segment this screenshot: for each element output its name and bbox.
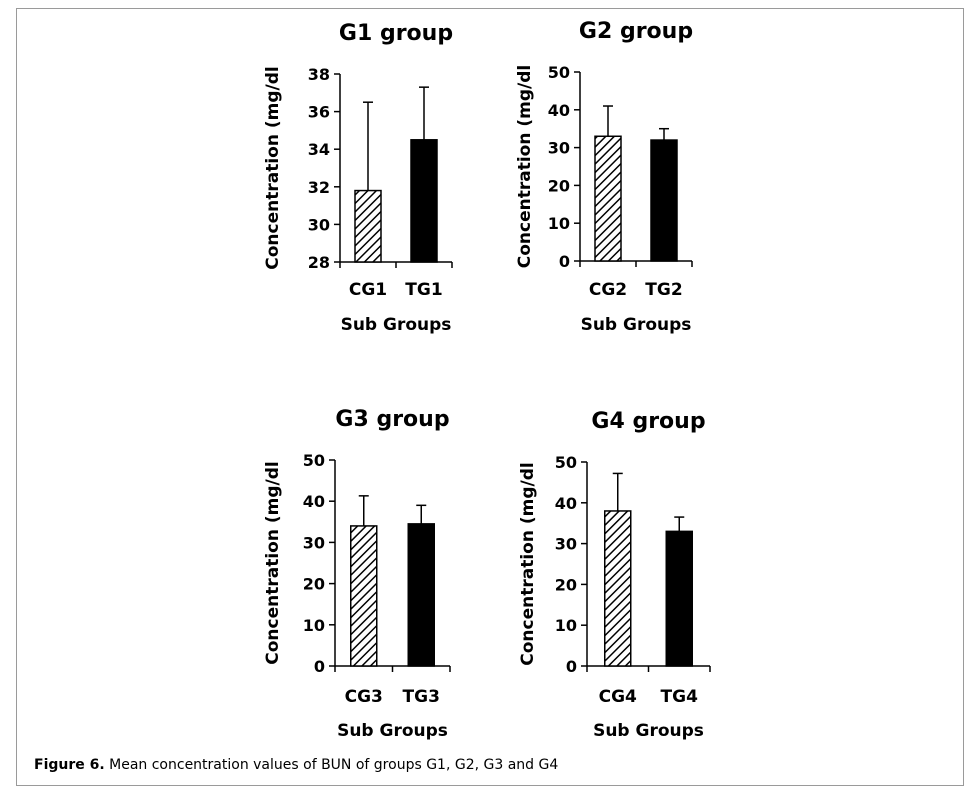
y-tick-label: 30 <box>548 139 570 158</box>
chart-g1: G1 group 28 30 32 34 36 38 CG1 TG1 Sub Groups Conc… <box>263 21 453 335</box>
chart-title: G1 group <box>339 21 453 46</box>
category-label: CG3 <box>345 687 383 707</box>
y-tick-label: 0 <box>559 252 570 271</box>
x-axis-label: Sub Groups <box>341 315 452 335</box>
y-tick-label: 34 <box>308 140 330 159</box>
bar-tg1 <box>410 139 438 263</box>
category-label: CG2 <box>589 280 627 300</box>
y-tick-label: 20 <box>548 176 570 195</box>
y-tick-label: 50 <box>548 63 570 82</box>
bar-cg2 <box>594 135 622 262</box>
chart-title: G3 group <box>335 407 449 432</box>
y-axis-label: Concentration (mg/dl <box>515 65 535 268</box>
bar-tg3 <box>407 523 435 667</box>
chart-g3: G3 group 0 10 20 30 40 50 CG3 TG3 Sub Groups Conce… <box>263 407 451 741</box>
x-axis-label: Sub Groups <box>593 721 704 741</box>
chart-g2: G2 group 0 10 20 30 40 50 CG2 TG2 Sub Groups Conce… <box>515 19 693 335</box>
y-tick-label: 38 <box>308 65 330 84</box>
bar-cg3 <box>350 525 378 667</box>
figure-caption: Figure 6. Mean concentration values of B… <box>34 757 558 773</box>
y-tick-label: 0 <box>566 657 577 676</box>
y-tick-label: 30 <box>303 533 325 552</box>
y-tick-label: 32 <box>308 178 330 197</box>
chart-g4: G4 group 0 10 20 30 40 50 CG4 TG4 Sub Groups Conce… <box>518 409 711 741</box>
y-tick-label: 40 <box>548 101 570 120</box>
category-label: TG2 <box>645 280 682 300</box>
chart-title: G4 group <box>591 409 705 434</box>
category-label: TG1 <box>405 280 442 300</box>
caption-label: Figure 6. <box>34 757 105 773</box>
y-tick-label: 20 <box>555 575 577 594</box>
bar-cg4 <box>604 510 632 667</box>
y-tick-label: 28 <box>308 253 330 272</box>
category-label: TG4 <box>661 687 699 707</box>
y-axis-label: Concentration (mg/dl <box>263 66 283 269</box>
y-tick-label: 10 <box>555 616 577 635</box>
y-axis-label: Concentration (mg/dl <box>518 462 538 665</box>
category-label: CG1 <box>349 280 387 300</box>
y-tick-label: 40 <box>303 492 325 511</box>
y-tick-label: 50 <box>303 451 325 470</box>
category-label: TG3 <box>403 687 440 707</box>
y-tick-label: 50 <box>555 453 577 472</box>
y-tick-label: 40 <box>555 494 577 513</box>
y-tick-label: 20 <box>303 575 325 594</box>
y-tick-label: 30 <box>308 215 330 234</box>
bar-tg4 <box>665 530 693 667</box>
x-axis-label: Sub Groups <box>581 315 692 335</box>
y-tick-label: 10 <box>548 214 570 233</box>
y-tick-label: 0 <box>314 657 325 676</box>
figure-frame <box>16 8 964 786</box>
bar-tg2 <box>650 139 678 262</box>
y-tick-label: 36 <box>308 103 330 122</box>
y-tick-label: 30 <box>555 535 577 554</box>
y-axis-label: Concentration (mg/dl <box>263 461 283 664</box>
x-axis-label: Sub Groups <box>337 721 448 741</box>
y-tick-label: 10 <box>303 616 325 635</box>
bar-cg1 <box>354 189 382 263</box>
category-label: CG4 <box>599 687 637 707</box>
caption-text: Mean concentration values of BUN of grou… <box>104 757 559 773</box>
chart-title: G2 group <box>579 19 693 44</box>
